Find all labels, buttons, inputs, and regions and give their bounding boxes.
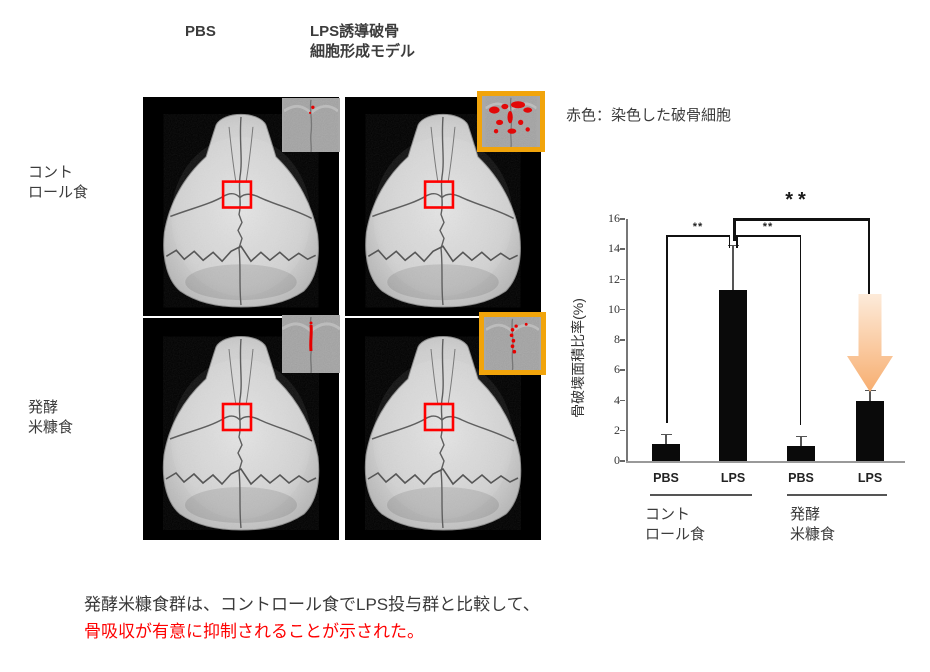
row-label-control-diet: コント ロール食 [28, 164, 89, 201]
y-tick-12: 12 [608, 271, 620, 286]
row-label-ricebran-diet: 発酵 米糠食 [28, 399, 74, 436]
sig-bracket-top-left-v [733, 218, 736, 241]
y-tick-mark-12 [620, 278, 625, 280]
error-bar-2 [800, 436, 802, 446]
x-axis-line [626, 461, 905, 463]
y-tick-4: 4 [614, 392, 620, 407]
group-label-control: コント ロール食 [645, 506, 706, 543]
y-tick-14: 14 [608, 241, 620, 256]
y-tick-mark-2 [620, 429, 625, 432]
y-tick-16: 16 [608, 211, 620, 225]
bar-chart: 0 2 4 6 8 10 12 14 16 [608, 189, 905, 543]
y-tick-8: 8 [614, 332, 620, 346]
group-label-ricebran: 発酵 米糠食 [790, 506, 836, 543]
y-tick-10: 10 [608, 301, 620, 316]
column-label-pbs: PBS [185, 23, 216, 40]
sig-bracket-left-lv [666, 235, 668, 423]
group-underline-ricebran [787, 494, 887, 496]
bar-0 [652, 444, 680, 461]
caption-line1: 発酵米糠食群は、コントロール食でLPS投与群と比較して、 [84, 595, 540, 614]
y-tick-mark-4 [620, 399, 625, 401]
decrease-arrow-icon [847, 294, 893, 392]
sig-stars-mid: ** [762, 221, 774, 233]
legend-note-red-stain: 赤色：染色した破骨細胞 [566, 107, 732, 124]
sig-bracket-left-rv [728, 235, 731, 248]
sig-bracket-mid-rv [799, 235, 802, 425]
sig-bracket-left-h [666, 235, 730, 237]
bar-3 [856, 400, 884, 461]
inset-control-pbs [282, 98, 340, 152]
error-cap-0 [660, 434, 672, 436]
column-label-lps-model: LPS誘導破骨 細胞形成モデル [310, 23, 416, 60]
sig-bracket-mid-lv [736, 235, 738, 248]
y-tick-mark-16 [620, 218, 625, 220]
bar-1 [719, 290, 747, 461]
x-label-lps-1: LPS [720, 471, 746, 485]
inset-ricebran-lps [479, 312, 546, 375]
sig-bracket-top-right-v [867, 218, 871, 294]
y-tick-6: 6 [614, 362, 620, 377]
inset-control-lps [477, 91, 545, 152]
sig-bracket-mid-h [736, 235, 801, 237]
bar-2 [787, 445, 815, 461]
error-bar-3 [869, 391, 871, 401]
error-bar-0 [665, 435, 667, 445]
error-cap-2 [795, 435, 807, 437]
y-tick-mark-0 [620, 460, 625, 462]
y-tick-0: 0 [614, 453, 620, 467]
sig-stars-left: ** [692, 221, 704, 233]
y-tick-mark-14 [620, 248, 625, 250]
error-bar-1 [732, 246, 734, 291]
y-tick-mark-6 [620, 369, 625, 371]
x-label-pbs-1: PBS [653, 471, 679, 485]
y-tick-mark-10 [620, 308, 625, 311]
x-label-lps-2: LPS [857, 471, 883, 485]
error-cap-1 [727, 244, 739, 247]
inset-ricebran-pbs [282, 315, 340, 373]
y-tick-mark-8 [620, 339, 625, 341]
x-label-pbs-2: PBS [788, 471, 814, 485]
caption-line2-highlight: 骨吸収が有意に抑制されることが示された。 [84, 622, 424, 641]
y-tick-2: 2 [614, 422, 620, 437]
group-underline-control [650, 494, 752, 496]
sig-stars-top: ** [785, 189, 811, 211]
chart-y-axis-label: 骨破壊面積比率(%) [570, 298, 586, 418]
sig-bracket-top-h [733, 218, 870, 221]
y-axis-line [626, 219, 628, 463]
x-category-row: PBS LPS PBS LPS [628, 461, 902, 485]
